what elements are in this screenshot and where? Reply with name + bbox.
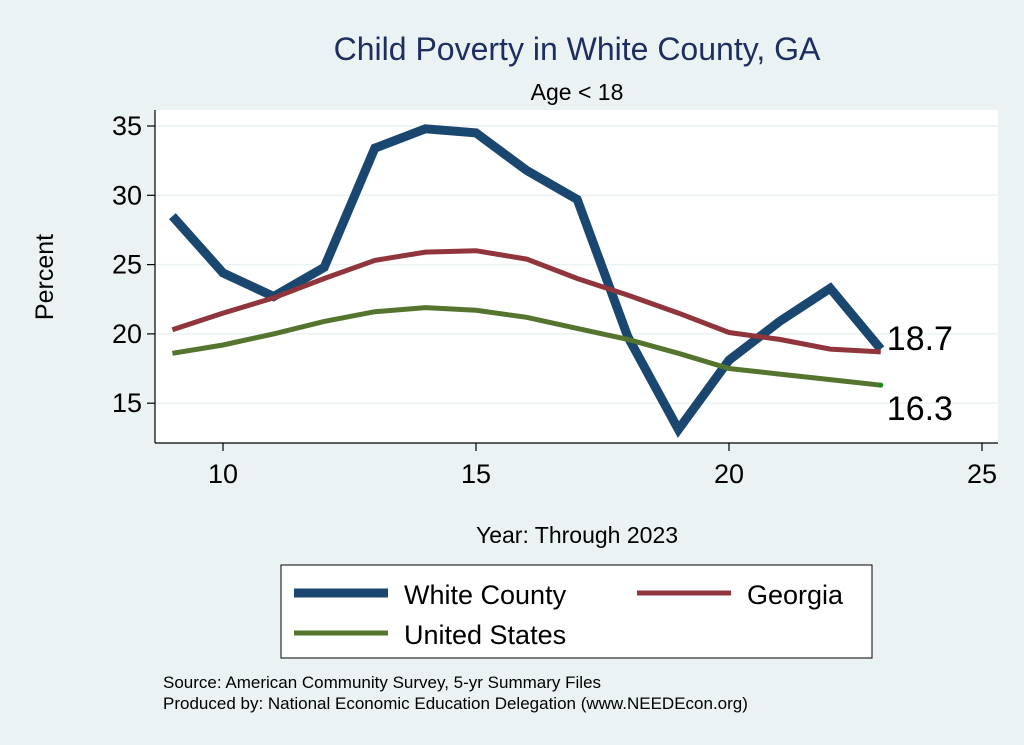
chart-title: Child Poverty in White County, GA	[334, 31, 821, 67]
y-tick-label-25: 25	[112, 250, 142, 280]
annotation-label-16-3: 16.3	[887, 390, 953, 428]
legend-label-georgia: Georgia	[747, 580, 844, 610]
x-tick-label-25: 25	[967, 459, 997, 489]
legend-label-united-states: United States	[404, 620, 566, 650]
axes: 15 20 25 30 35 10 15 20 25	[112, 110, 998, 489]
series-end-dot-united-states	[878, 382, 884, 388]
annotation-label-18-7: 18.7	[887, 320, 953, 358]
y-tick-label-15: 15	[112, 388, 142, 418]
annotations: 18.7 16.3	[887, 320, 953, 428]
legend: White County Georgia United States	[280, 564, 873, 659]
x-axis-label: Year: Through 2023	[476, 522, 678, 548]
y-tick-label-35: 35	[112, 111, 142, 141]
y-axis-label: Percent	[31, 234, 59, 320]
y-tick-label-20: 20	[112, 319, 142, 349]
x-tick-label-10: 10	[208, 459, 238, 489]
x-tick-label-15: 15	[461, 459, 491, 489]
series-line-georgia	[171, 248, 881, 355]
legend-label-white-county: White County	[404, 580, 567, 610]
series-line-white-county	[169, 124, 885, 438]
series-line-united-states	[171, 305, 882, 388]
chart-subtitle: Age < 18	[531, 79, 624, 105]
x-tick-label-20: 20	[714, 459, 744, 489]
series-lines	[169, 124, 885, 438]
produced-by-note: Produced by: National Economic Education…	[163, 694, 748, 713]
y-tick-label-30: 30	[112, 180, 142, 210]
legend-box	[280, 564, 873, 659]
source-note: Source: American Community Survey, 5-yr …	[163, 673, 601, 692]
